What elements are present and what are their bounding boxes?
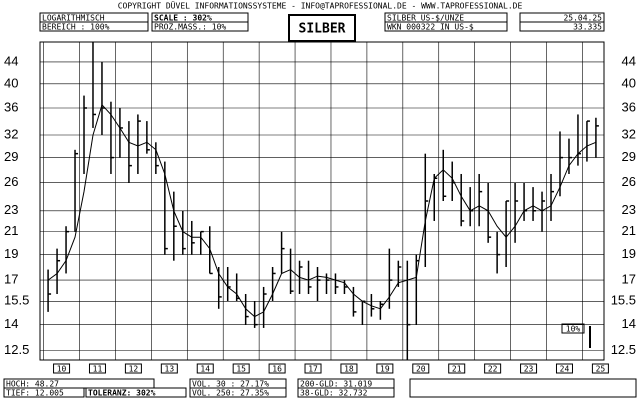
- x-tick-label: 10: [57, 365, 67, 374]
- moving-average: [47, 103, 597, 318]
- x-tick-box: [124, 363, 142, 374]
- y-tick-label: 40: [622, 75, 636, 90]
- x-tick-label: 12: [129, 365, 139, 374]
- y-tick-label: 15.5: [611, 293, 636, 308]
- chart-title: SILBER: [299, 22, 346, 37]
- x-tick-box: [304, 363, 322, 374]
- x-tick-label: 23: [524, 365, 534, 374]
- y-tick-label: 19: [4, 246, 18, 261]
- x-tick-label: 25: [596, 365, 606, 374]
- x-tick-box: [520, 363, 538, 374]
- y-tick-label: 44: [622, 53, 636, 68]
- x-tick-box: [484, 363, 502, 374]
- wkn: WKN 000322 IN US-$: [387, 23, 474, 32]
- x-tick-box: [268, 363, 286, 374]
- y-tick-label: 32: [4, 126, 18, 141]
- x-tick-label: 16: [272, 365, 282, 374]
- y-tick-label: 23: [622, 202, 636, 217]
- scale: SCALE : 302%: [154, 14, 212, 23]
- y-tick-label: 29: [622, 149, 636, 164]
- y-tick-label: 17: [622, 272, 636, 287]
- x-tick-box: [53, 363, 71, 374]
- footer-box: [85, 387, 187, 398]
- footer-tolerance: TOLERANZ: 302%: [88, 389, 156, 398]
- x-tick-box: [160, 363, 178, 374]
- scale-box: [561, 323, 585, 334]
- x-tick-label: 24: [560, 365, 570, 374]
- x-tick-box: [340, 363, 358, 374]
- y-tick-label: 19: [622, 246, 636, 261]
- footer-low: TIEF: 12.005: [6, 389, 64, 398]
- footer-vol250: VOL. 250: 27.35%: [192, 389, 269, 398]
- x-tick-box: [376, 363, 394, 374]
- y-tick-label: 21: [622, 223, 636, 238]
- footer-vol30: VOL. 30 : 27.17%: [192, 380, 269, 389]
- y-tick-label: 26: [622, 174, 636, 189]
- x-tick-box: [555, 363, 573, 374]
- x-tick-label: 11: [93, 365, 103, 374]
- scale-type: LOGARITHMISCH: [42, 14, 105, 23]
- y-tick-label: 14: [4, 316, 18, 331]
- x-tick-box: [196, 363, 214, 374]
- percent: PROZ.MASS.: 10%: [154, 23, 226, 32]
- footer-box: [409, 378, 637, 398]
- plot-frame: [39, 41, 605, 361]
- copyright: COPYRIGHT DÜVEL INFORMATIONSSYSTEME - IN…: [118, 1, 523, 11]
- y-tick-label: 32: [622, 126, 636, 141]
- y-tick-label: 40: [4, 75, 18, 90]
- last-price: 33.335: [573, 23, 602, 32]
- y-tick-label: 36: [4, 99, 18, 114]
- info-box: [384, 21, 508, 32]
- y-tick-label: 15.5: [4, 293, 29, 308]
- y-tick-label: 12.5: [4, 342, 29, 357]
- x-tick-box: [412, 363, 430, 374]
- y-tick-label: 26: [4, 174, 18, 189]
- x-tick-label: 14: [200, 365, 210, 374]
- info-box: [151, 21, 249, 32]
- x-tick-label: 18: [344, 365, 354, 374]
- x-tick-box: [448, 363, 466, 374]
- footer-gld38: 38-GLD: 32.732: [300, 389, 368, 398]
- x-tick-label: 21: [452, 365, 462, 374]
- x-tick-label: 19: [380, 365, 390, 374]
- y-tick-label: 23: [4, 202, 18, 217]
- x-tick-label: 22: [488, 365, 498, 374]
- footer-box: [3, 387, 85, 398]
- footer-high: HOCH: 48.27: [6, 380, 59, 389]
- y-tick-label: 21: [4, 223, 18, 238]
- title-box: [288, 14, 356, 42]
- x-tick-box: [591, 363, 609, 374]
- footer: HOCH: 48.27 TIEF: 12.005 TOLERANZ: 302% …: [3, 378, 637, 398]
- x-tick-label: 20: [416, 365, 426, 374]
- footer-gld200: 200-GLD: 31.019: [300, 380, 372, 389]
- x-tick-label: 15: [236, 365, 246, 374]
- x-tick-box: [232, 363, 250, 374]
- info-box: [39, 21, 149, 32]
- footer-box: [189, 387, 287, 398]
- scale-box-label: 10%: [566, 325, 581, 334]
- footer-box: [297, 387, 395, 398]
- y-tick-label: 44: [4, 53, 18, 68]
- x-tick-label: 13: [165, 365, 175, 374]
- x-tick-box: [88, 363, 106, 374]
- y-tick-label: 17: [4, 272, 18, 287]
- range: BEREICH : 100%: [42, 23, 110, 32]
- y-tick-label: 12.5: [611, 342, 636, 357]
- date: 25.04.25: [563, 14, 602, 23]
- info-box: [519, 21, 605, 32]
- y-tick-label: 36: [622, 99, 636, 114]
- instrument: SILBER US-$/UNZE: [387, 14, 464, 23]
- x-tick-label: 17: [308, 365, 318, 374]
- y-tick-label: 14: [622, 316, 636, 331]
- y-tick-label: 29: [4, 149, 18, 164]
